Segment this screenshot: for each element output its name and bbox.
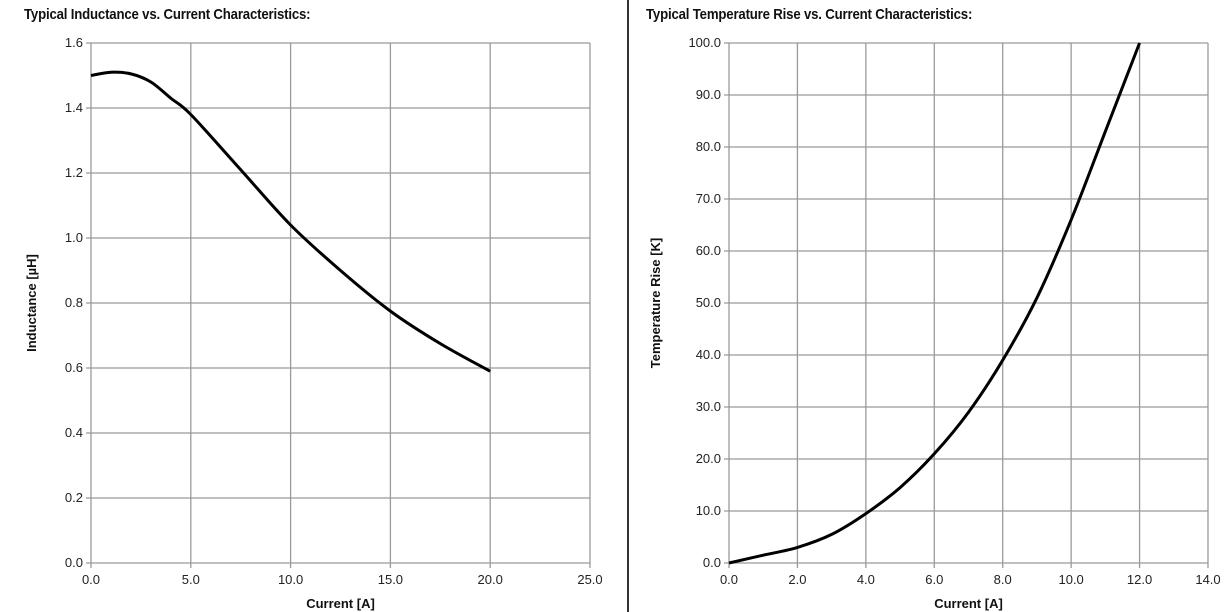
x-tick-label: 15.0 [378, 572, 403, 587]
y-tick-label: 1.6 [65, 35, 83, 50]
x-tick-label: 14.0 [1195, 572, 1220, 587]
y-tick-label: 0.0 [65, 555, 83, 570]
series-line-0 [728, 42, 1141, 565]
y-tick-label: 0.6 [65, 360, 83, 375]
x-tick-label: 5.0 [182, 572, 200, 587]
y-tick-label: 10.0 [696, 503, 721, 518]
chart-0: 0.0 5.0 10.0 15.0 20.0 25.0 0.0 0.2 0.4 0.6 0.8 1.0… [24, 35, 603, 611]
y-tick-label: 1.0 [65, 230, 83, 245]
x-tick-label: 4.0 [857, 572, 875, 587]
y-tick-label: 100.0 [688, 35, 721, 50]
y-tick-label: 0.0 [703, 555, 721, 570]
y-tick-label: 1.4 [65, 100, 83, 115]
chart-title-inductance: Typical Inductance vs. Current Character… [24, 6, 311, 23]
y-tick-label: 40.0 [696, 347, 721, 362]
y-tick-label: 30.0 [696, 399, 721, 414]
y-tick-label: 20.0 [696, 451, 721, 466]
y-tick-label: 50.0 [696, 295, 721, 310]
x-tick-label: 10.0 [1058, 572, 1083, 587]
x-tick-label: 2.0 [788, 572, 806, 587]
y-tick-label: 60.0 [696, 243, 721, 258]
x-tick-label: 12.0 [1127, 572, 1152, 587]
chart-title-temperature: Typical Temperature Rise vs. Current Cha… [646, 6, 973, 23]
panel-divider [627, 0, 629, 612]
y-tick-label: 90.0 [696, 87, 721, 102]
x-tick-label: 10.0 [278, 572, 303, 587]
y-axis-label: Inductance [µH] [24, 254, 39, 352]
y-axis-label: Temperature Rise [K] [648, 238, 663, 369]
x-tick-label: 0.0 [82, 572, 100, 587]
x-tick-label: 20.0 [478, 572, 503, 587]
x-tick-label: 6.0 [925, 572, 943, 587]
x-tick-label: 25.0 [577, 572, 602, 587]
x-tick-label: 8.0 [994, 572, 1012, 587]
y-tick-label: 1.2 [65, 165, 83, 180]
x-axis-label: Current [A] [306, 596, 375, 611]
y-tick-label: 0.4 [65, 425, 83, 440]
y-tick-label: 0.8 [65, 295, 83, 310]
chart-1: 0.0 2.0 4.0 6.0 8.0 10.0 12.0 14.0 0.0 10.0 20.0 30… [648, 35, 1221, 611]
y-tick-label: 70.0 [696, 191, 721, 206]
y-tick-label: 0.2 [65, 490, 83, 505]
x-tick-label: 0.0 [720, 572, 738, 587]
x-axis-label: Current [A] [934, 596, 1003, 611]
y-tick-label: 80.0 [696, 139, 721, 154]
